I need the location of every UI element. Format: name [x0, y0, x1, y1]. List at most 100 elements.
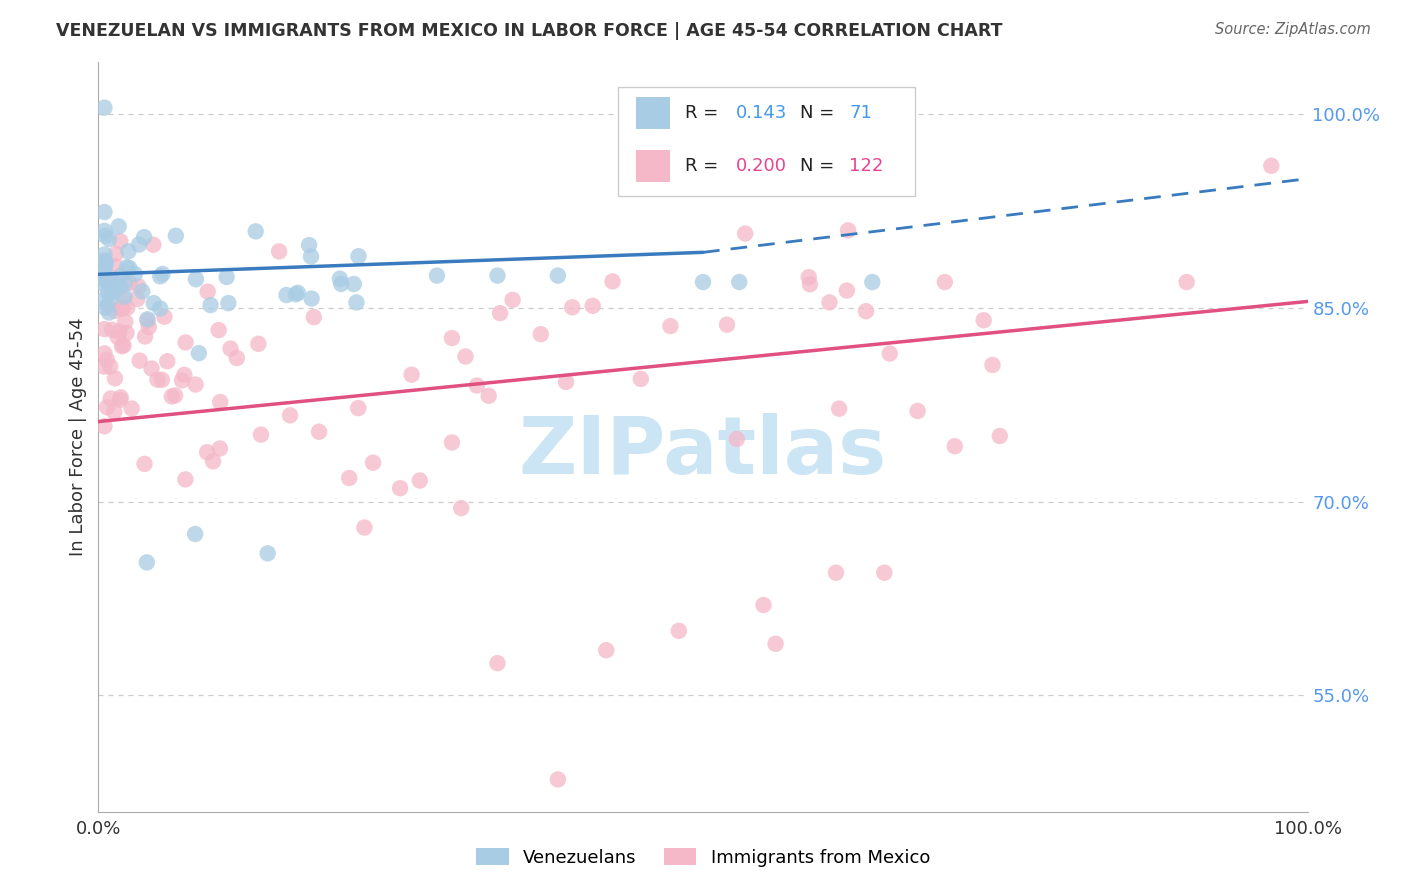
Point — [127, 292, 149, 306]
Point — [267, 244, 290, 259]
Point — [93, 270, 115, 285]
Point — [668, 624, 690, 638]
Point — [96, 352, 118, 367]
Point — [128, 237, 150, 252]
Point — [152, 267, 174, 281]
Point — [502, 293, 524, 307]
Point — [630, 372, 652, 386]
Point — [93, 359, 115, 374]
Point — [245, 224, 267, 238]
Point — [207, 323, 229, 337]
Point — [401, 368, 423, 382]
Point — [818, 295, 841, 310]
Point — [725, 432, 748, 446]
Point — [247, 336, 270, 351]
Point — [184, 377, 207, 392]
Point — [330, 277, 353, 291]
Point — [93, 247, 115, 261]
Text: N =: N = — [800, 157, 839, 175]
Point — [716, 318, 738, 332]
Point — [454, 350, 477, 364]
Point — [728, 275, 751, 289]
Point — [197, 285, 219, 299]
Point — [94, 228, 117, 243]
Point — [149, 269, 172, 284]
Point — [298, 238, 321, 252]
Point — [134, 329, 156, 343]
Point — [97, 298, 120, 312]
Point — [108, 325, 131, 339]
Point — [134, 457, 156, 471]
Point — [389, 481, 412, 495]
Point — [114, 277, 136, 291]
Text: R =: R = — [685, 104, 724, 122]
Point — [301, 292, 323, 306]
Point — [121, 401, 143, 416]
Point — [287, 285, 309, 300]
Point — [103, 285, 125, 299]
Point — [114, 315, 136, 329]
Point — [110, 234, 132, 248]
FancyBboxPatch shape — [637, 150, 671, 182]
Point — [973, 313, 995, 327]
Text: 122: 122 — [849, 157, 884, 175]
Point — [299, 250, 322, 264]
Point — [440, 435, 463, 450]
Point — [104, 259, 127, 273]
Point — [208, 442, 231, 456]
Point — [659, 319, 682, 334]
Point — [93, 261, 115, 276]
Point — [97, 285, 120, 300]
FancyBboxPatch shape — [619, 87, 915, 196]
Point — [174, 335, 197, 350]
Point — [343, 277, 366, 291]
Text: 0.143: 0.143 — [735, 104, 787, 122]
Point — [215, 269, 238, 284]
Point — [486, 268, 509, 283]
Point — [187, 346, 209, 360]
Point — [93, 322, 115, 336]
Point — [860, 275, 883, 289]
Point — [141, 361, 163, 376]
Point — [337, 471, 360, 485]
Point — [329, 271, 352, 285]
Point — [165, 388, 187, 402]
Point — [138, 320, 160, 334]
Point — [828, 401, 851, 416]
Point — [150, 373, 173, 387]
Point — [219, 342, 242, 356]
Point — [131, 285, 153, 299]
Point — [981, 358, 1004, 372]
Point — [202, 454, 225, 468]
Point — [409, 474, 432, 488]
Point — [94, 273, 117, 287]
Point — [184, 272, 207, 286]
Point — [278, 409, 301, 423]
Point — [142, 237, 165, 252]
Point — [93, 293, 115, 307]
Point — [835, 284, 858, 298]
Text: 71: 71 — [849, 104, 872, 122]
Point — [250, 427, 273, 442]
Point — [450, 501, 472, 516]
Point — [302, 310, 325, 325]
Point — [101, 323, 124, 337]
Point — [117, 301, 139, 315]
Point — [486, 656, 509, 670]
Point — [195, 445, 218, 459]
FancyBboxPatch shape — [637, 97, 671, 129]
Point — [96, 276, 118, 290]
Point — [170, 373, 193, 387]
Point — [547, 268, 569, 283]
Legend: Venezuelans, Immigrants from Mexico: Venezuelans, Immigrants from Mexico — [468, 841, 938, 874]
Point — [530, 327, 553, 342]
Point — [93, 346, 115, 360]
Point — [988, 429, 1011, 443]
Point — [602, 274, 624, 288]
Point — [114, 290, 136, 304]
Point — [555, 375, 578, 389]
Point — [104, 247, 127, 261]
Point — [118, 261, 141, 276]
Point — [797, 270, 820, 285]
Point — [855, 304, 877, 318]
